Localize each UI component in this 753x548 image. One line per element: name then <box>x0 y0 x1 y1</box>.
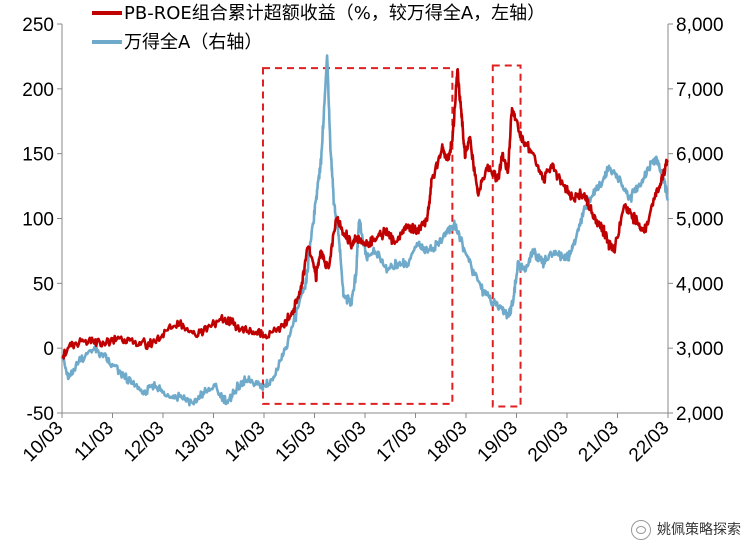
left-tick-label: 0 <box>43 339 54 360</box>
axis-frame <box>57 23 673 418</box>
x-tick-label: 14/03 <box>221 418 269 466</box>
series-line-wind-a <box>60 54 670 407</box>
left-tick-label: 150 <box>22 145 54 166</box>
highlight-box <box>261 67 454 405</box>
highlight-box <box>491 64 522 408</box>
watermark: 姚佩策略探索 <box>631 519 741 540</box>
right-tick-label: 6,000 <box>676 145 724 166</box>
x-tick-label: 17/03 <box>373 418 421 466</box>
right-tick-label: 8,000 <box>676 15 724 36</box>
left-tick-label: 250 <box>22 15 54 36</box>
right-tick-label: 7,000 <box>676 80 724 101</box>
left-tick-label: 50 <box>33 274 54 295</box>
series-lines <box>60 54 670 407</box>
x-tick-label: 16/03 <box>322 418 370 466</box>
legend-label-blue: 万得全A（右轴） <box>124 32 262 53</box>
watermark-text: 姚佩策略探索 <box>657 522 741 538</box>
legend: PB-ROE组合累计超额收益（%，较万得全A，左轴） 万得全A（右轴） <box>92 3 545 53</box>
x-tick-label: 20/03 <box>524 418 572 466</box>
x-tick-label: 13/03 <box>171 418 219 466</box>
x-tick-label: 15/03 <box>272 418 320 466</box>
left-tick-label: 200 <box>22 80 54 101</box>
x-tick-label: 12/03 <box>120 418 168 466</box>
x-tick-label: 18/03 <box>423 418 471 466</box>
right-tick-label: 2,000 <box>676 404 724 425</box>
wechat-icon <box>631 520 651 540</box>
legend-label-red: PB-ROE组合累计超额收益（%，较万得全A，左轴） <box>124 3 545 24</box>
right-tick-label: 3,000 <box>676 339 724 360</box>
highlight-boxes <box>261 64 522 408</box>
left-tick-label: -50 <box>27 404 54 425</box>
x-tick-label: 19/03 <box>474 418 522 466</box>
x-tick-label: 11/03 <box>71 418 118 465</box>
series-line-pb-roe <box>61 68 669 360</box>
right-tick-label: 5,000 <box>676 210 724 231</box>
x-tick-label: 21/03 <box>575 418 623 466</box>
right-tick-label: 4,000 <box>676 274 724 295</box>
left-tick-label: 100 <box>22 210 54 231</box>
x-tick-label: 22/03 <box>625 418 673 466</box>
